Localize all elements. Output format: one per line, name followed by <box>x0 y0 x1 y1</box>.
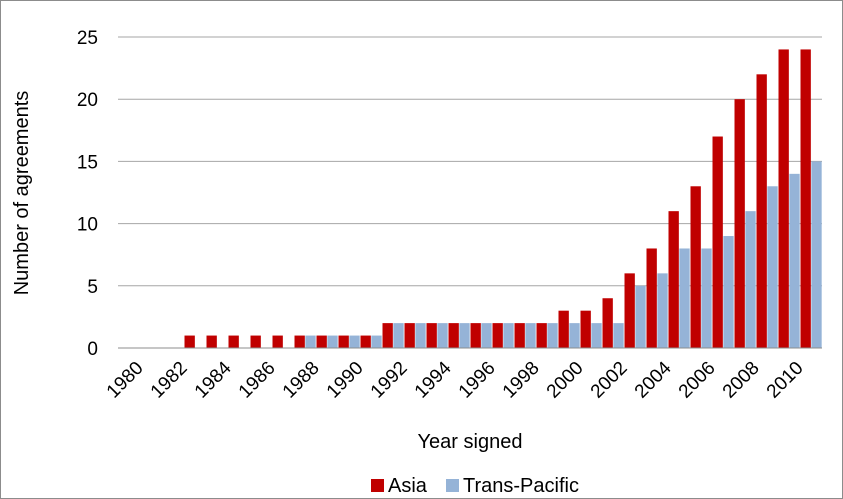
bar-asia-1998 <box>514 323 525 348</box>
bar-trans-pacific-2003 <box>635 285 646 348</box>
bar-trans-pacific-2011 <box>811 161 822 348</box>
x-tick-label: 1994 <box>411 357 456 402</box>
bar-asia-1987 <box>272 335 283 348</box>
legend: Asia Trans-Pacific <box>371 475 579 497</box>
x-tick-label: 2000 <box>543 358 588 403</box>
bar-asia-1984 <box>206 335 217 348</box>
bar-trans-pacific-2000 <box>569 323 580 348</box>
x-tick-label: 1980 <box>103 358 148 403</box>
bar-trans-pacific-2009 <box>767 186 778 348</box>
legend-swatch-asia <box>371 479 384 492</box>
bar-trans-pacific-2008 <box>745 211 756 348</box>
bar-asia-1999 <box>536 323 547 348</box>
bar-asia-2011 <box>800 49 811 348</box>
bar-asia-1989 <box>316 335 327 348</box>
bar-asia-1990 <box>338 335 349 348</box>
bar-asia-2008 <box>734 99 745 348</box>
bar-asia-1993 <box>404 323 415 348</box>
y-tick-label: 5 <box>87 277 98 298</box>
bar-trans-pacific-1992 <box>393 323 404 348</box>
bar-asia-2010 <box>778 49 789 348</box>
y-tick-label: 10 <box>77 215 98 236</box>
bar-asia-1992 <box>382 323 393 348</box>
bar-asia-2002 <box>602 298 613 348</box>
bar-trans-pacific-2010 <box>789 173 800 348</box>
legend-label-asia: Asia <box>388 475 428 497</box>
bar-asia-2000 <box>558 310 569 348</box>
bar-asia-2006 <box>690 186 701 348</box>
y-tick-label: 15 <box>77 152 98 173</box>
bar-asia-1983 <box>184 335 195 348</box>
legend-label-trans-pacific: Trans-Pacific <box>463 475 579 497</box>
x-tick-label: 2008 <box>719 358 764 403</box>
bar-asia-2007 <box>712 136 723 348</box>
bar-asia-1997 <box>492 323 503 348</box>
bar-trans-pacific-1990 <box>349 335 360 348</box>
bar-asia-1994 <box>426 323 437 348</box>
x-tick-label: 2002 <box>587 358 632 403</box>
y-axis-title: Number of agreements <box>11 91 33 296</box>
x-tick-label: 2006 <box>675 358 720 403</box>
y-tick-label: 0 <box>87 339 98 360</box>
legend-swatch-trans-pacific <box>446 479 459 492</box>
bar-asia-2001 <box>580 310 591 348</box>
bar-trans-pacific-1988 <box>305 335 316 348</box>
x-tick-label: 1992 <box>367 358 412 403</box>
bar-asia-2005 <box>668 211 679 348</box>
x-tick-label: 2004 <box>631 357 676 402</box>
bar-trans-pacific-2006 <box>701 248 712 348</box>
x-tick-label: 1988 <box>279 358 324 403</box>
y-tick-label: 25 <box>77 28 98 49</box>
x-tick-label: 1996 <box>455 358 500 403</box>
y-tick-labels: 0 5 10 15 20 25 <box>77 28 98 360</box>
bar-asia-2003 <box>624 273 635 348</box>
bar-trans-pacific-1997 <box>503 323 514 348</box>
bar-trans-pacific-2005 <box>679 248 690 348</box>
x-tick-label: 1982 <box>147 358 192 403</box>
bar-trans-pacific-1999 <box>547 323 558 348</box>
x-tick-label: 1998 <box>499 358 544 403</box>
x-tick-label: 1984 <box>191 357 236 402</box>
bar-trans-pacific-1996 <box>481 323 492 348</box>
bar-trans-pacific-2002 <box>613 323 624 348</box>
bar-asia-1986 <box>250 335 261 348</box>
bar-asia-1996 <box>470 323 481 348</box>
bar-trans-pacific-1991 <box>371 335 382 348</box>
bar-trans-pacific-1998 <box>525 323 536 348</box>
bar-asia-1988 <box>294 335 305 348</box>
y-tick-label: 20 <box>77 90 98 111</box>
x-tick-label: 1986 <box>235 358 280 403</box>
x-tick-label: 1990 <box>323 358 368 403</box>
x-axis-title: Year signed <box>418 431 523 453</box>
bar-trans-pacific-1994 <box>437 323 448 348</box>
bar-asia-2004 <box>646 248 657 348</box>
bar-asia-2009 <box>756 74 767 348</box>
bars <box>184 49 822 348</box>
bar-trans-pacific-1989 <box>327 335 338 348</box>
bar-trans-pacific-2007 <box>723 236 734 348</box>
bar-trans-pacific-1995 <box>459 323 470 348</box>
bar-trans-pacific-2001 <box>591 323 602 348</box>
bar-asia-1991 <box>360 335 371 348</box>
bar-asia-1995 <box>448 323 459 348</box>
x-tick-label: 2010 <box>763 358 808 403</box>
bar-trans-pacific-1993 <box>415 323 426 348</box>
bar-trans-pacific-2004 <box>657 273 668 348</box>
bar-asia-1985 <box>228 335 239 348</box>
x-tick-labels: 1980 1982 1984 1986 1988 1990 1992 1994 1996 1998… <box>103 357 808 402</box>
